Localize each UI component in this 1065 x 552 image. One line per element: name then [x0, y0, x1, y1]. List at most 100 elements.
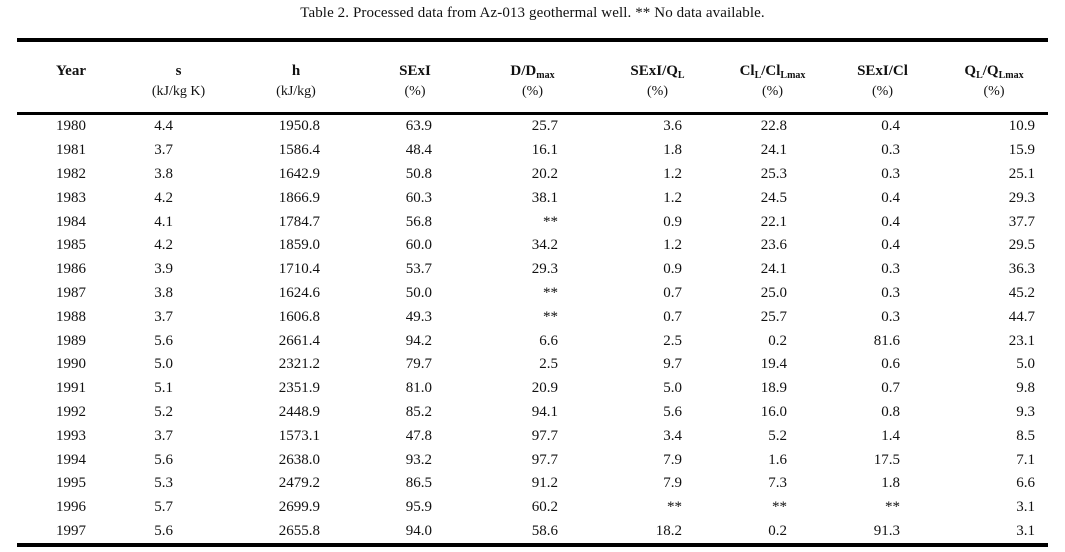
table-row: 1996 5.7 2699.9 95.9 60.2 ** ** ** 3.1 [17, 496, 1048, 520]
column-unit: (kJ/kg) [276, 84, 316, 99]
cell-value: 7.9 [663, 475, 682, 492]
cell-value: 44.7 [1008, 308, 1035, 325]
table-row: 1982 3.8 1642.9 50.8 20.2 1.2 25.3 0.3 25.1 [17, 163, 1048, 187]
cell-value: 3.6 [663, 118, 682, 135]
cell-value: 1950.8 [278, 118, 320, 135]
cell-value: 29.3 [531, 261, 558, 278]
cell-value: 16.0 [760, 403, 787, 420]
table-row: 1992 5.2 2448.9 85.2 94.1 5.6 16.0 0.8 9.3 [17, 401, 1048, 425]
cell-value: 1710.4 [278, 261, 320, 278]
cell-value: 16.1 [531, 142, 558, 159]
cell-value: 4.1 [154, 213, 173, 230]
cell-year: 1987 [56, 284, 86, 301]
cell-value: 0.7 [881, 380, 900, 397]
header-subscript: L [754, 70, 762, 81]
header-text: Cl [739, 63, 755, 79]
cell-value: 0.7 [663, 284, 682, 301]
cell-value: 60.3 [405, 189, 432, 206]
header-subscript: L [976, 70, 983, 81]
cell-value: 1859.0 [278, 237, 320, 254]
cell-value: 1.6 [768, 451, 787, 468]
cell-value: 3.7 [154, 427, 173, 444]
cell-value: 0.3 [881, 261, 900, 278]
cell-value: 2.5 [663, 332, 682, 349]
table-row: 1987 3.8 1624.6 50.0 ** 0.7 25.0 0.3 45.2 [17, 282, 1048, 306]
cell-value: 25.1 [1008, 165, 1035, 182]
cell-value: 1.8 [663, 142, 682, 159]
cell-value: 20.2 [531, 165, 558, 182]
cell-value: 0.8 [881, 403, 900, 420]
cell-value: 5.6 [154, 522, 173, 539]
cell-value: 58.6 [531, 522, 558, 539]
cell-value: 0.2 [768, 522, 787, 539]
cell-value: 0.9 [663, 261, 682, 278]
header-text: SExI/Cl [857, 63, 908, 79]
table-row: 1980 4.4 1950.8 63.9 25.7 3.6 22.8 0.4 10.9 [17, 114, 1048, 139]
cell-value: 6.6 [1016, 475, 1035, 492]
cell-value: 0.4 [881, 118, 900, 135]
cell-value: 0.3 [881, 165, 900, 182]
table-row: 1983 4.2 1866.9 60.3 38.1 1.2 24.5 0.4 29.3 [17, 186, 1048, 210]
cell-value: 1.4 [881, 427, 900, 444]
cell-value: 2479.2 [278, 475, 320, 492]
table-row: 1990 5.0 2321.2 79.7 2.5 9.7 19.4 0.6 5.0 [17, 353, 1048, 377]
cell-value: 94.2 [405, 332, 432, 349]
cell-year: 1988 [56, 308, 86, 325]
cell-value: 34.2 [531, 237, 558, 254]
cell-value: 3.8 [154, 165, 173, 182]
table-body: 1980 4.4 1950.8 63.9 25.7 3.6 22.8 0.4 10.9 1981 3… [17, 114, 1048, 546]
cell-year: 1995 [56, 475, 86, 492]
cell-value: 45.2 [1008, 284, 1035, 301]
cell-value: 50.0 [405, 284, 432, 301]
header-text: Q [964, 63, 977, 79]
cell-value: ** [543, 308, 558, 325]
cell-year: 1993 [56, 427, 86, 444]
cell-value: 5.0 [1016, 356, 1035, 373]
cell-value: 10.9 [1008, 118, 1035, 135]
cell-value: 60.2 [531, 499, 558, 516]
table-row: 1985 4.2 1859.0 60.0 34.2 1.2 23.6 0.4 29.5 [17, 234, 1048, 258]
cell-value: 4.2 [154, 189, 173, 206]
cell-value: 63.9 [405, 118, 432, 135]
table-row: 1988 3.7 1606.8 49.3 ** 0.7 25.7 0.3 44.7 [17, 305, 1048, 329]
cell-value: 48.4 [405, 142, 432, 159]
cell-value: 3.1 [1016, 522, 1035, 539]
cell-value: 9.7 [663, 356, 682, 373]
cell-value: 2351.9 [278, 380, 320, 397]
cell-value: 38.1 [531, 189, 558, 206]
cell-value: 5.2 [154, 403, 173, 420]
cell-value: 91.2 [531, 475, 558, 492]
column-header-sexi-cl: SExI/Cl [825, 40, 940, 80]
cell-value: 4.2 [154, 237, 173, 254]
cell-value: 17.5 [873, 451, 900, 468]
header-units-row: (kJ/kg K) (kJ/kg) (%) (%) (%) (%) (%) (%) [17, 80, 1048, 114]
header-text: /Cl [761, 63, 781, 79]
cell-value: 94.0 [405, 522, 432, 539]
cell-value: 81.0 [405, 380, 432, 397]
header-subscript: max [536, 70, 555, 81]
cell-value: 5.7 [154, 499, 173, 516]
cell-year: 1980 [56, 118, 86, 135]
cell-value: 86.5 [405, 475, 432, 492]
cell-value: 19.4 [760, 356, 787, 373]
header-subscript: Lmax [780, 70, 806, 81]
cell-value: 5.0 [663, 380, 682, 397]
cell-value: 20.9 [531, 380, 558, 397]
column-header-s: s [125, 40, 232, 80]
table-row: 1986 3.9 1710.4 53.7 29.3 0.9 24.1 0.3 36.3 [17, 258, 1048, 282]
cell-value: 5.2 [768, 427, 787, 444]
header-text: SExI [399, 63, 431, 79]
cell-value: 24.1 [760, 261, 787, 278]
column-unit: (%) [983, 84, 1005, 99]
data-table: Year s h SExI D/Dmax SExI/QL ClL/ClLmax SExI/Cl… [17, 38, 1048, 548]
cell-value: 47.8 [405, 427, 432, 444]
cell-value: 36.3 [1008, 261, 1035, 278]
cell-value: 23.6 [760, 237, 787, 254]
cell-year: 1984 [56, 213, 86, 230]
cell-value: 0.7 [663, 308, 682, 325]
cell-value: 2638.0 [278, 451, 320, 468]
cell-value: 5.6 [154, 451, 173, 468]
cell-value: 2321.2 [278, 356, 320, 373]
table-row: 1991 5.1 2351.9 81.0 20.9 5.0 18.9 0.7 9.8 [17, 377, 1048, 401]
cell-year: 1992 [56, 403, 86, 420]
